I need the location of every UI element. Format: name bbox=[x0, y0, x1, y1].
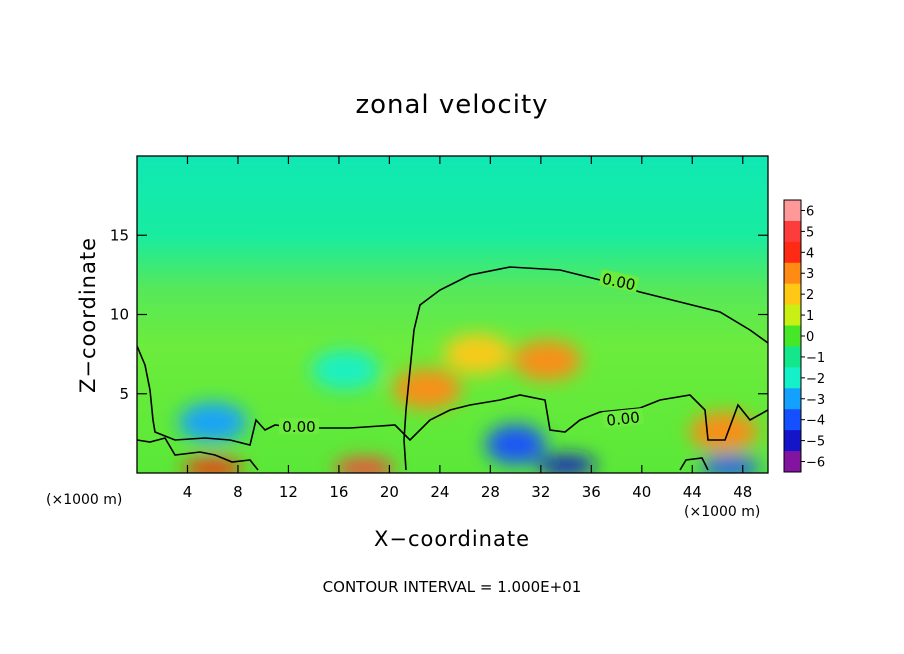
colorbar-tick-label: 1 bbox=[806, 309, 814, 324]
x-tick-label: 12 bbox=[279, 483, 298, 501]
x-unit-right: (×1000 m) bbox=[684, 504, 760, 520]
heat-feature bbox=[536, 455, 597, 473]
x-tick-label: 20 bbox=[380, 483, 399, 501]
colorbar-segment bbox=[784, 346, 801, 368]
y-axis-title: Z−coordinate bbox=[76, 237, 100, 393]
x-tick-label: 32 bbox=[531, 483, 550, 501]
x-tick-label: 44 bbox=[683, 483, 702, 501]
colorbar: 6 5 4 3 2 1 0 −1 −2 −3 −4 −5 −6 bbox=[783, 199, 825, 473]
colorbar-segment bbox=[784, 388, 801, 410]
x-tick-label: 36 bbox=[582, 483, 601, 501]
colorbar-segment bbox=[784, 367, 801, 389]
colorbar-segment bbox=[784, 325, 801, 347]
x-axis-ticks: 4 8 12 16 20 24 28 32 36 40 44 48 bbox=[183, 156, 752, 501]
y-axis-ticks: 5 10 15 bbox=[110, 226, 768, 403]
colorbar-tick-label: −5 bbox=[806, 435, 825, 450]
zero-contours bbox=[137, 266, 768, 471]
colorbar-segment bbox=[784, 262, 801, 285]
heat-feature bbox=[513, 340, 582, 381]
x-tick-label: 4 bbox=[183, 483, 193, 501]
y-tick-label: 5 bbox=[119, 385, 129, 403]
heat-feature bbox=[311, 349, 380, 390]
colorbar-tick-label: 4 bbox=[806, 246, 814, 261]
x-tick-label: 40 bbox=[632, 483, 651, 501]
colorbar-tick-label: −6 bbox=[806, 456, 825, 471]
colorbar-tick-label: −1 bbox=[806, 351, 825, 366]
contour-upper-region bbox=[403, 266, 768, 471]
x-tick-label: 48 bbox=[733, 483, 752, 501]
x-tick-label: 8 bbox=[233, 483, 243, 501]
heat-feature bbox=[700, 456, 761, 473]
contour-labels: 0.00 0.00 0.00 bbox=[279, 269, 644, 436]
colorbar-tick-label: −2 bbox=[806, 372, 825, 387]
colorbar-segment bbox=[784, 304, 801, 327]
colorbar-segment bbox=[784, 409, 801, 431]
colorbar-segment bbox=[784, 220, 801, 243]
contour-right-surface bbox=[679, 457, 709, 471]
colorbar-segment bbox=[784, 451, 801, 473]
colorbar-tick-label: 2 bbox=[806, 288, 814, 303]
colorbar-segment bbox=[784, 430, 801, 452]
heat-feature bbox=[485, 424, 546, 465]
y-tick-label: 10 bbox=[110, 306, 129, 324]
colorbar-tick-label: −4 bbox=[806, 414, 825, 429]
x-axis-title: X−coordinate bbox=[374, 527, 530, 551]
colorbar-tick-label: 6 bbox=[806, 204, 814, 219]
heat-feature bbox=[393, 368, 462, 409]
heat-feature bbox=[178, 402, 247, 443]
x-tick-label: 24 bbox=[430, 483, 449, 501]
chart-title: zonal velocity bbox=[355, 90, 548, 120]
colorbar-tick-label: 0 bbox=[806, 330, 814, 345]
heat-feature bbox=[182, 458, 243, 473]
y-tick-label: 15 bbox=[110, 226, 129, 244]
heat-feature bbox=[443, 334, 512, 375]
colorbar-segment bbox=[784, 283, 801, 306]
contour-label-right: 0.00 bbox=[606, 408, 641, 429]
contour-left-surface bbox=[137, 437, 259, 471]
colorbar-segment bbox=[784, 200, 801, 222]
x-tick-label: 28 bbox=[481, 483, 500, 501]
x-unit-left: (×1000 m) bbox=[46, 492, 122, 508]
colorbar-segment bbox=[784, 241, 801, 264]
colorbar-tick-label: 3 bbox=[806, 267, 814, 282]
heat-blobs bbox=[178, 334, 761, 473]
colorbar-tick-label: 5 bbox=[806, 225, 814, 240]
colorbar-tick-label: −3 bbox=[806, 393, 825, 408]
contour-near-surface bbox=[137, 345, 768, 446]
heat-feature bbox=[334, 458, 395, 473]
contour-label-left: 0.00 bbox=[282, 418, 315, 436]
contour-interval-note: CONTOUR INTERVAL = 1.000E+01 bbox=[323, 578, 582, 596]
x-tick-label: 16 bbox=[329, 483, 348, 501]
